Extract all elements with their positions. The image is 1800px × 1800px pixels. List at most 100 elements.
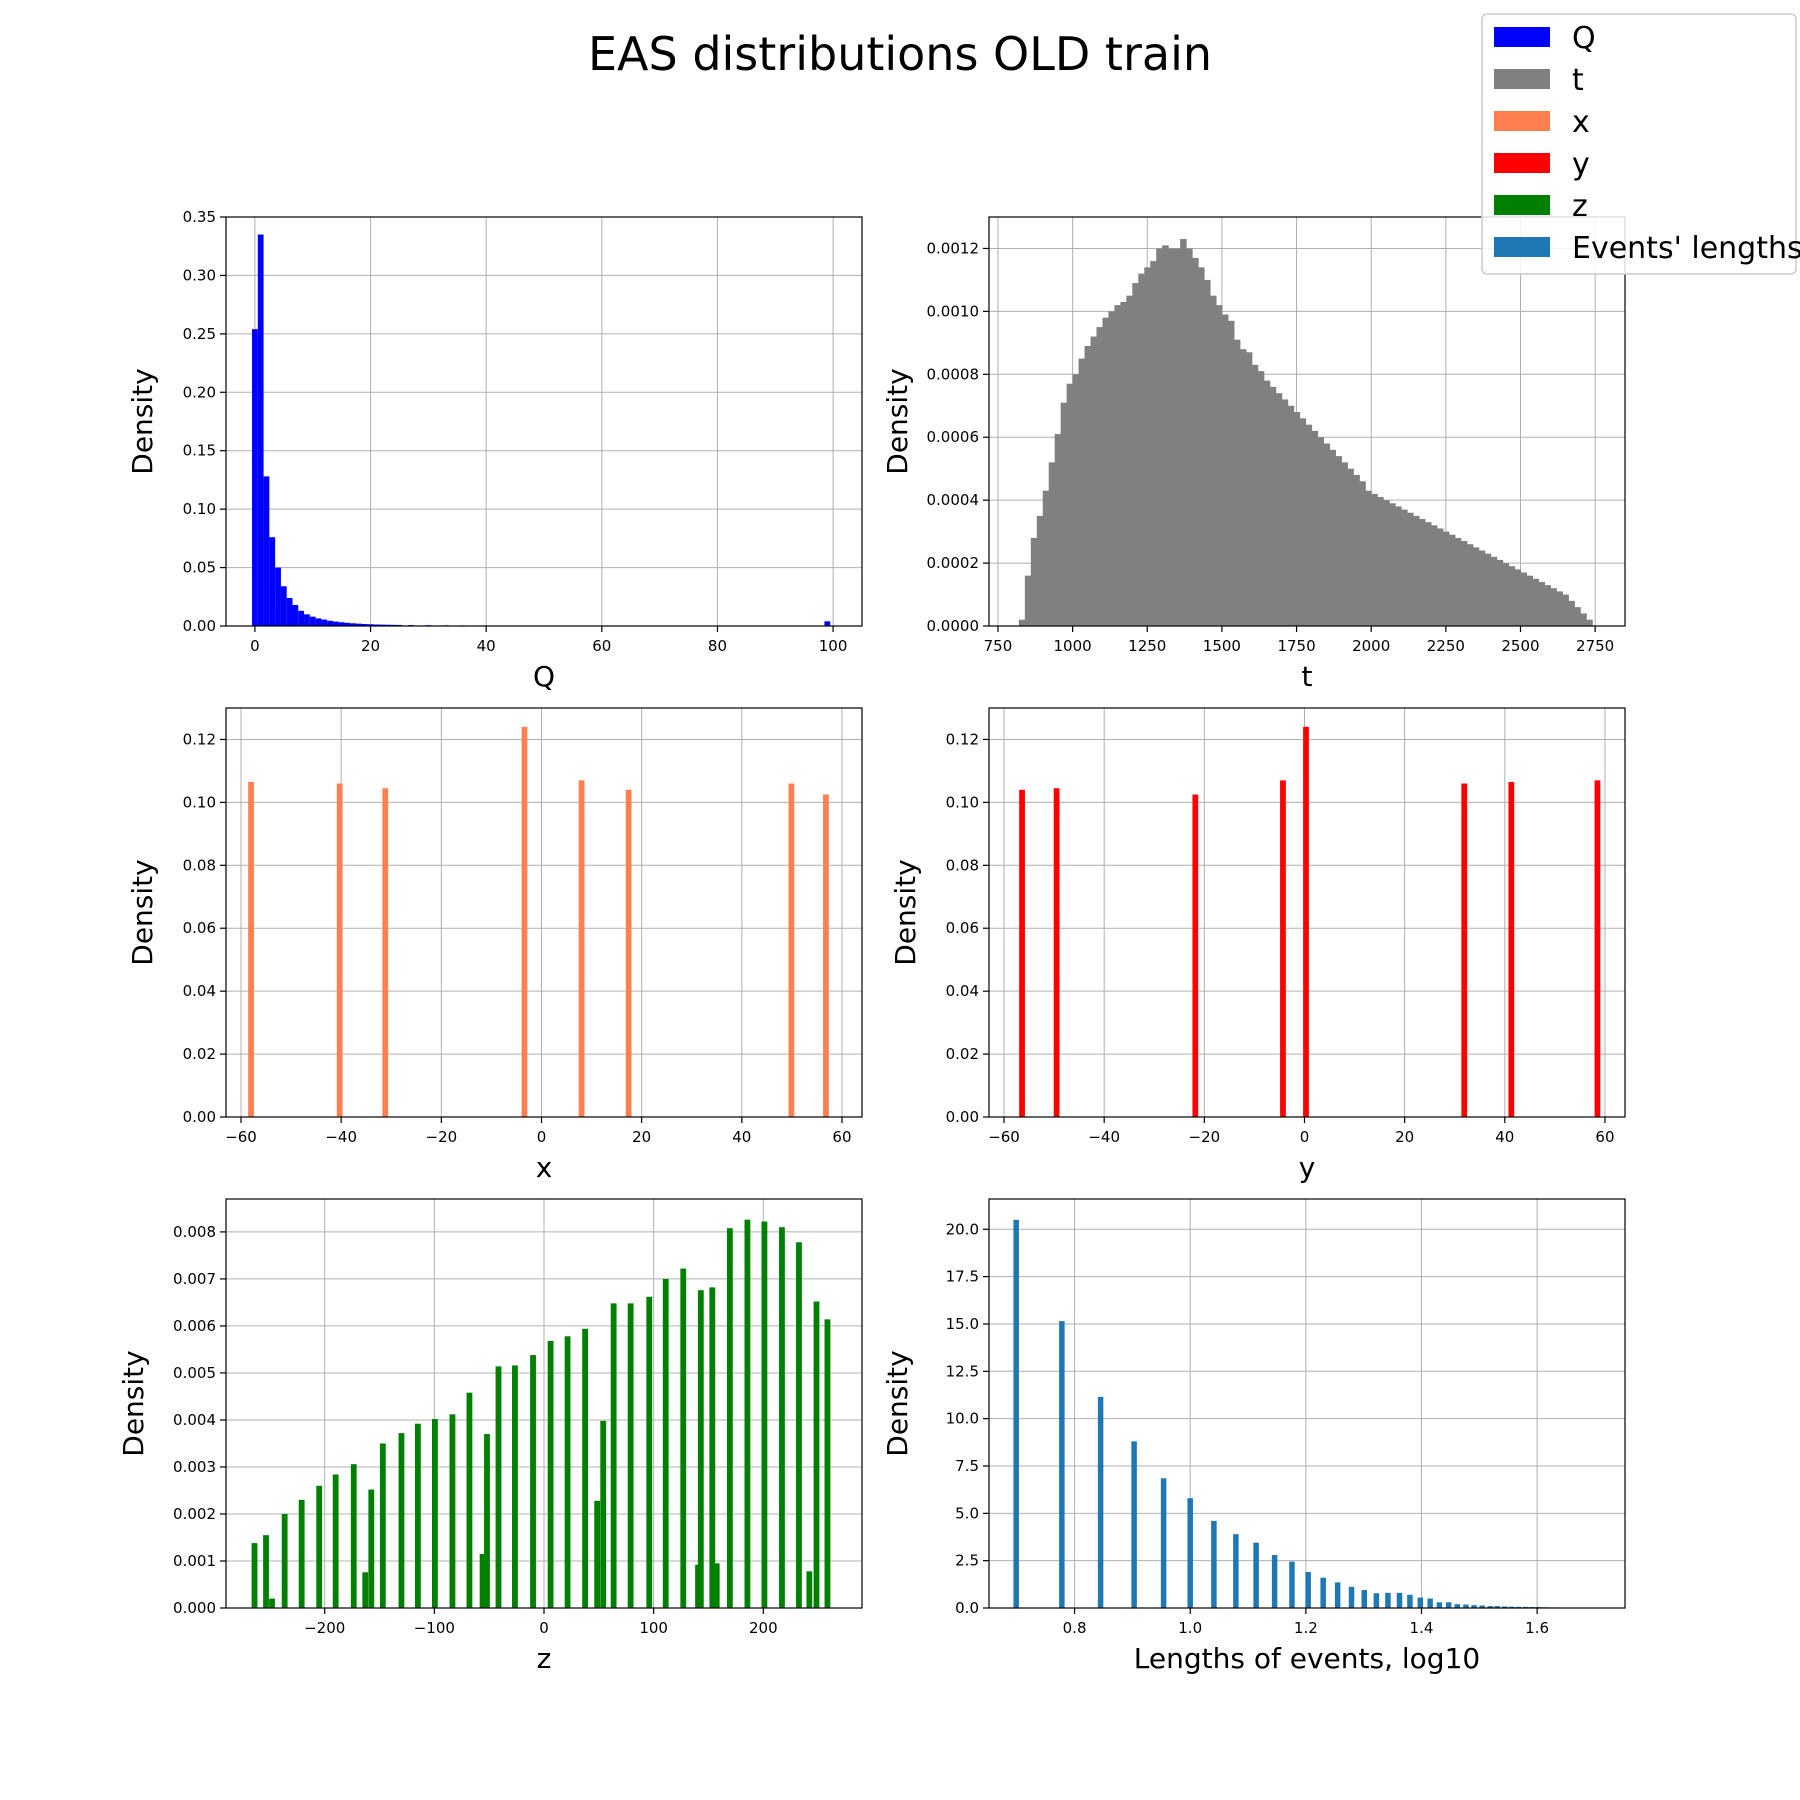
- legend-entry-label: t: [1572, 63, 1584, 98]
- q-bar: [298, 610, 305, 626]
- t-bar: [1239, 349, 1247, 626]
- x-x-tick-label: −20: [426, 1128, 458, 1146]
- t-bar: [1586, 619, 1593, 626]
- t-bar: [1126, 295, 1133, 626]
- q-x-tick-label: 0: [250, 637, 260, 655]
- z-bar: [610, 1303, 617, 1608]
- legend-swatch: [1494, 27, 1550, 47]
- t-x-tick-label: 2250: [1427, 637, 1465, 655]
- t-bar: [1287, 405, 1295, 626]
- q-y-tick-label: 0.15: [183, 442, 216, 460]
- t-bar: [1144, 267, 1151, 626]
- legend-entry-label: z: [1572, 189, 1588, 224]
- y-x-tick-label: 60: [1595, 1128, 1614, 1146]
- t-bars: [1018, 239, 1593, 626]
- x-bar: [336, 783, 343, 1117]
- x-bar: [382, 788, 389, 1117]
- event-lengths-bar: [1396, 1592, 1403, 1608]
- q-bar: [315, 618, 322, 626]
- legend-entry-label: y: [1572, 147, 1590, 182]
- t-bar: [1568, 600, 1575, 626]
- t-bar: [1251, 364, 1259, 626]
- t-bar: [1186, 248, 1193, 626]
- y-x-tick-label: 40: [1495, 1128, 1514, 1146]
- t-bar: [1580, 613, 1587, 626]
- t-bar: [1096, 327, 1104, 626]
- t-bar: [1054, 434, 1062, 626]
- z-y-axis-label: Density: [117, 1350, 150, 1456]
- event-lengths-x-axis-label: Lengths of events, log10: [1134, 1642, 1480, 1675]
- q-bar: [344, 622, 351, 626]
- t-bar: [1526, 575, 1534, 626]
- t-bar: [1466, 544, 1474, 626]
- z-bar: [646, 1296, 653, 1608]
- t-bar: [1538, 581, 1545, 626]
- t-bar: [1460, 541, 1468, 626]
- event-lengths-bar: [1454, 1604, 1461, 1608]
- t-bar: [1293, 412, 1301, 626]
- event-lengths-bar: [1436, 1602, 1443, 1608]
- event-lengths-y-tick-label: 17.5: [946, 1268, 979, 1286]
- t-bar: [1192, 257, 1199, 626]
- y-bar: [1461, 783, 1468, 1117]
- q-bar: [356, 623, 362, 626]
- z-bar: [627, 1303, 634, 1608]
- x-bar: [625, 789, 632, 1117]
- t-bar: [1430, 525, 1438, 626]
- event-lengths-bar: [1471, 1605, 1477, 1608]
- event-lengths-bar: [1373, 1593, 1380, 1608]
- q-x-tick-label: 60: [592, 637, 611, 655]
- t-histogram-panel: 750 1000 1250 1500 1750 2000 2250 2500 2750 0.000…: [881, 216, 1626, 693]
- t-bar: [1544, 585, 1551, 626]
- t-bar: [1329, 449, 1336, 626]
- q-histogram-panel: 0 20 40 60 80 100 0.00 0.05 0.10 0.15 0.20 0.25 0.30…: [126, 208, 863, 693]
- y-bars: [1019, 726, 1601, 1117]
- z-bar: [697, 1290, 704, 1608]
- t-bar: [1162, 245, 1169, 626]
- z-y-tick-label: 0.000: [173, 1599, 216, 1617]
- t-x-tick-label: 2000: [1352, 637, 1390, 655]
- t-bar: [1102, 317, 1110, 626]
- t-bar: [1084, 345, 1092, 626]
- z-bar: [796, 1242, 802, 1608]
- t-bar: [1108, 311, 1116, 626]
- event-lengths-bar: [1131, 1441, 1137, 1608]
- z-bar: [414, 1423, 421, 1608]
- z-bar: [547, 1340, 554, 1608]
- t-bar: [1018, 619, 1026, 626]
- t-bar: [1502, 563, 1510, 626]
- t-bar: [1401, 509, 1408, 626]
- t-bar: [1036, 515, 1044, 626]
- event-lengths-x-tick-label: 1.4: [1410, 1619, 1434, 1637]
- event-lengths-bar: [1289, 1561, 1295, 1608]
- t-bar: [1490, 556, 1498, 626]
- z-bar: [582, 1328, 589, 1608]
- event-lengths-bar: [1479, 1605, 1485, 1608]
- q-bar: [367, 624, 374, 626]
- event-lengths-bar: [1407, 1594, 1413, 1608]
- t-bar: [1227, 320, 1235, 626]
- event-lengths-bar: [1211, 1520, 1217, 1608]
- t-x-tick-label: 2750: [1576, 637, 1614, 655]
- t-x-tick-label: 1000: [1054, 637, 1092, 655]
- z-bar: [530, 1355, 536, 1608]
- q-y-axis-label: Density: [126, 368, 159, 474]
- t-bar: [1060, 402, 1068, 626]
- legend-swatch: [1494, 111, 1550, 131]
- t-y-axis-label: Density: [881, 368, 914, 474]
- t-bar: [1114, 305, 1121, 626]
- q-bar: [338, 622, 345, 626]
- q-axes-frame: [225, 216, 863, 627]
- y-y-tick-label: 0.12: [946, 730, 979, 748]
- legend-swatch: [1494, 237, 1550, 257]
- x-x-tick-label: 20: [632, 1128, 651, 1146]
- y-bar: [1303, 726, 1309, 1117]
- z-histogram-panel: −200 −100 0 100 200 0.000 0.001 0.002 0.003 0.004…: [117, 1198, 863, 1675]
- t-x-tick-label: 1750: [1277, 637, 1315, 655]
- q-x-axis-label: Q: [533, 660, 555, 693]
- t-x-tick-label: 750: [984, 637, 1013, 655]
- y-bar: [1053, 788, 1060, 1117]
- t-bar: [1562, 594, 1569, 626]
- t-axes-frame: [988, 216, 1626, 627]
- event-lengths-bar: [1334, 1582, 1341, 1608]
